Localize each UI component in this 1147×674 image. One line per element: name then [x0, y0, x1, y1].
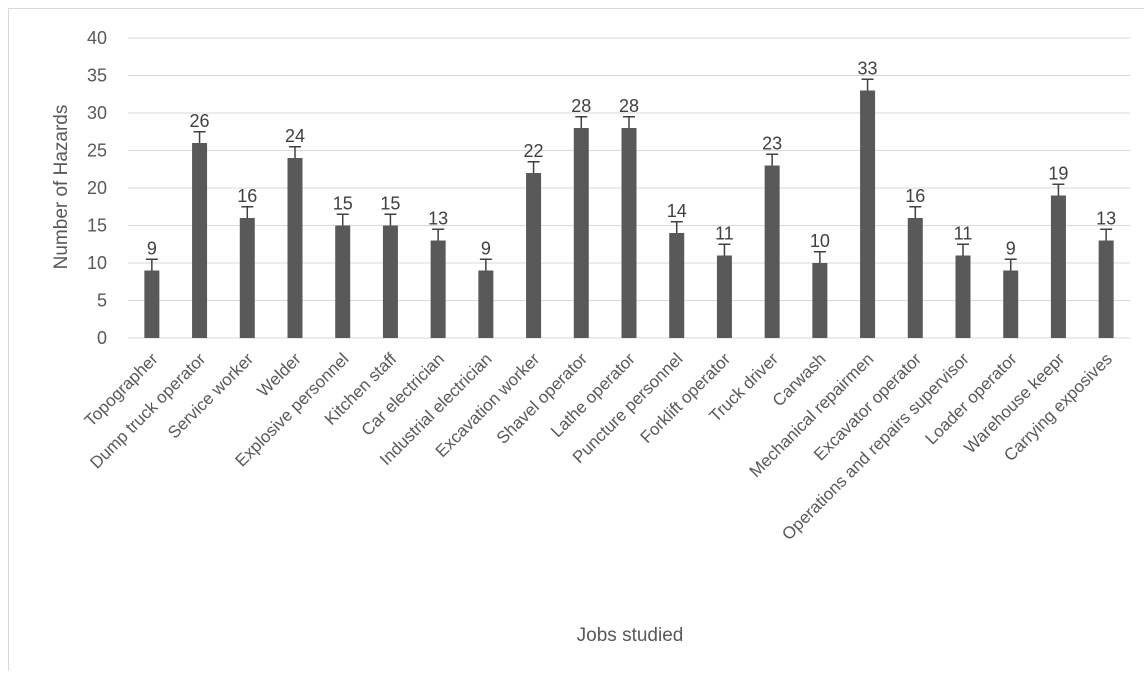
error-bar	[336, 213, 349, 226]
error-bar	[861, 78, 874, 91]
y-tick-labels: 0 5 10 15 20 25 30 35 40	[87, 28, 107, 348]
error-bar	[623, 116, 635, 128]
bar	[907, 218, 923, 338]
x-category-label: Car electrician	[358, 349, 448, 439]
y-tick-label: 25	[87, 141, 107, 161]
bars	[144, 90, 1114, 338]
data-label: 33	[858, 58, 878, 78]
bar	[1003, 270, 1019, 338]
data-label: 28	[571, 96, 591, 116]
error-bar	[432, 228, 445, 241]
bar	[1050, 195, 1066, 338]
x-category-label: Service worker	[164, 349, 257, 442]
bar	[382, 225, 398, 338]
error-bar	[384, 213, 397, 226]
data-label: 24	[285, 126, 305, 146]
data-label: 16	[237, 186, 257, 206]
bar	[192, 143, 208, 338]
bar	[669, 233, 685, 338]
error-bar	[813, 251, 826, 263]
error-bar	[241, 206, 254, 218]
data-label: 11	[954, 223, 973, 243]
data-label: 16	[905, 186, 925, 206]
bar	[526, 173, 542, 338]
data-label: 26	[190, 111, 210, 131]
data-label: 22	[524, 141, 544, 161]
bar	[955, 255, 971, 338]
data-label: 28	[619, 96, 639, 116]
y-tick-label: 40	[87, 28, 107, 48]
bar	[860, 90, 876, 338]
error-bar	[1052, 183, 1065, 196]
data-label: 13	[1096, 208, 1116, 228]
data-label: 23	[762, 133, 782, 153]
bar	[764, 165, 780, 338]
bar	[1098, 240, 1114, 338]
x-axis-title: Jobs studied	[577, 625, 684, 646]
bar	[287, 158, 303, 338]
data-label: 9	[481, 238, 491, 258]
error-bar	[193, 131, 206, 143]
y-tick-label: 10	[87, 253, 107, 273]
error-bar	[909, 206, 922, 218]
bar	[716, 255, 732, 338]
error-bar	[289, 146, 301, 158]
y-tick-label: 30	[87, 103, 107, 123]
data-label: 19	[1048, 163, 1068, 183]
bar	[430, 240, 446, 338]
error-bar	[479, 258, 492, 271]
error-bar	[527, 161, 540, 173]
bar	[812, 263, 828, 338]
error-bar	[1004, 258, 1017, 271]
data-label: 14	[667, 201, 687, 221]
bar	[478, 270, 494, 338]
data-label: 13	[428, 208, 448, 228]
error-bar	[718, 243, 731, 256]
error-bar	[670, 221, 683, 233]
x-category-label: Lathe operator	[547, 349, 639, 441]
error-bar	[766, 153, 779, 166]
error-bar	[957, 243, 969, 256]
data-labels: 9 26 16 24 15 15 13 9 22 28 28 14 11 23 10 33 16 11 9 19 13	[147, 58, 1116, 258]
error-bar	[145, 258, 158, 271]
y-tick-label: 0	[97, 328, 107, 348]
bar	[335, 225, 351, 338]
y-tick-label: 20	[87, 178, 107, 198]
data-label: 15	[333, 193, 353, 213]
data-label: 11	[715, 223, 734, 243]
error-bar	[575, 116, 588, 128]
error-bars	[145, 78, 1113, 271]
y-tick-label: 15	[87, 216, 107, 236]
data-label: 15	[380, 193, 400, 213]
y-tick-label: 35	[87, 66, 107, 86]
error-bar	[1100, 228, 1113, 241]
bar	[621, 128, 637, 338]
data-label: 10	[810, 231, 830, 251]
chart-frame	[8, 8, 1144, 671]
y-axis-title: Number of Hazards	[51, 105, 72, 270]
bar	[144, 270, 160, 338]
y-tick-label: 5	[97, 291, 107, 311]
data-label: 9	[147, 238, 157, 258]
data-label: 9	[1006, 238, 1016, 258]
bar	[239, 218, 255, 338]
bar	[573, 128, 589, 338]
